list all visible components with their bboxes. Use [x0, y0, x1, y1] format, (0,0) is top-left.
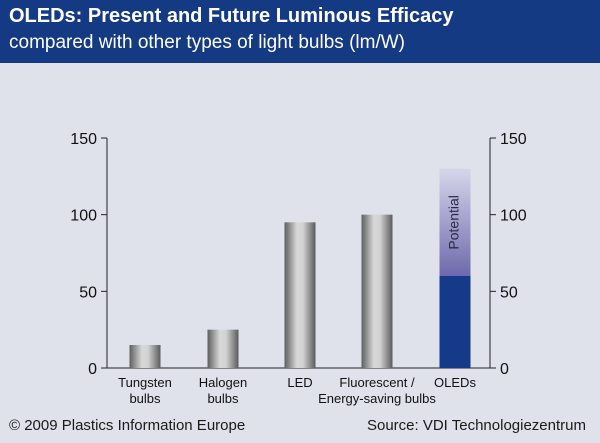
y-tick-label-left: 0: [88, 361, 97, 378]
bar: [129, 345, 161, 368]
x-tick-label: Fluorescent / Energy-saving bulbs: [318, 375, 436, 406]
y-tick-label-left: 150: [70, 131, 97, 148]
x-tick-label: LED: [287, 375, 312, 390]
bar-oled-potential: [439, 168, 471, 276]
bar: [207, 329, 239, 368]
bar-chart: 0 0 50 50 100 100 150 150 Potential Tungsten bulbs…: [70, 131, 527, 406]
x-tick-label: Halogen bulbs: [199, 375, 247, 406]
y-tick-label-right: 150: [500, 131, 527, 148]
chart-title: OLEDs: Present and Future Luminous Effic…: [9, 5, 454, 27]
bar-oled-present: [439, 276, 471, 368]
x-tick-label: OLEDs: [434, 375, 476, 390]
chart-header: OLEDs: Present and Future Luminous Effic…: [0, 0, 600, 63]
chart-subtitle: compared with other types of light bulbs…: [9, 32, 405, 53]
source-text: Source: VDI Technologiezentrum: [366, 417, 586, 434]
y-tick-label-right: 50: [500, 284, 518, 301]
y-tick-label-left: 50: [79, 284, 97, 301]
y-tick-label-left: 100: [70, 208, 97, 225]
y-tick-label-right: 100: [500, 208, 527, 225]
potential-label: Potential: [446, 195, 462, 249]
x-tick-label: Tungsten bulbs: [118, 375, 172, 406]
copyright-text: © 2009 Plastics Information Europe: [9, 417, 246, 434]
bar: [284, 222, 316, 368]
y-tick-label-right: 0: [500, 361, 509, 378]
bar: [361, 214, 393, 368]
